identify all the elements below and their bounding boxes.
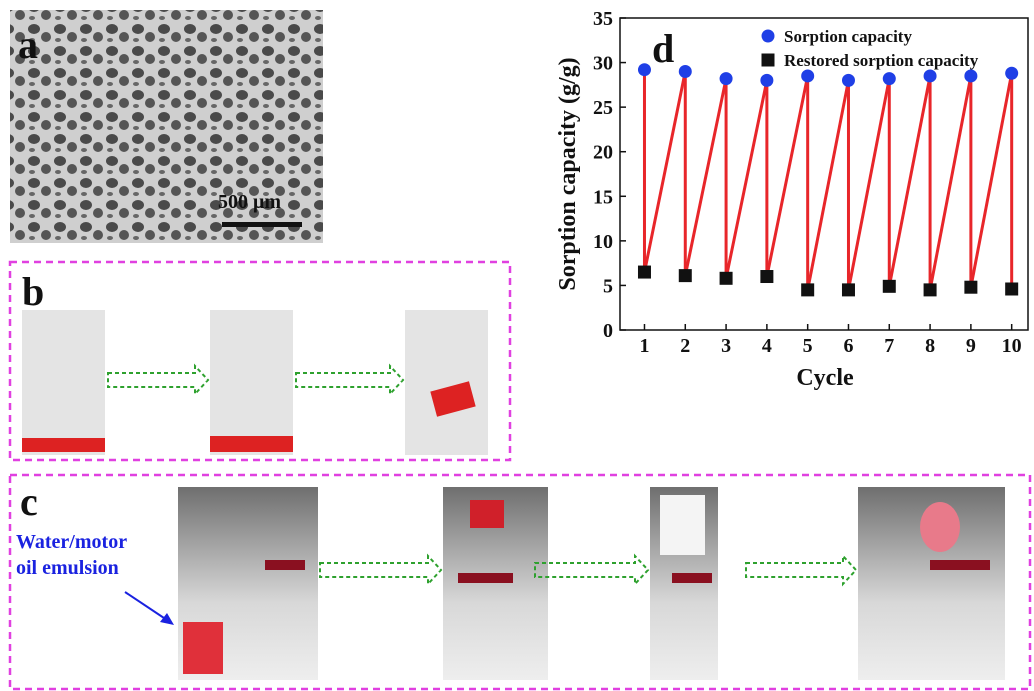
chart: d Cycle Sorption capacity (g/g) 05101520… xyxy=(555,8,1028,391)
point xyxy=(842,74,855,87)
y-axis-label: Sorption capacity (g/g) xyxy=(555,57,581,290)
panel-label: c xyxy=(20,479,38,524)
point xyxy=(679,269,692,282)
connector xyxy=(848,79,889,290)
point xyxy=(679,65,692,78)
point xyxy=(883,72,896,85)
photos xyxy=(178,487,1005,680)
point xyxy=(720,272,733,285)
point xyxy=(924,69,937,82)
scale-bar-label: 500 μm xyxy=(218,191,281,213)
y-tick-label: 30 xyxy=(593,53,613,75)
connector xyxy=(726,80,767,278)
point xyxy=(1005,282,1018,295)
x-tick-label: 9 xyxy=(966,335,976,357)
connector xyxy=(644,71,685,272)
point xyxy=(1005,67,1018,80)
x-tick-label: 7 xyxy=(884,335,894,357)
legend-marker xyxy=(762,30,775,43)
y-tick-label: 5 xyxy=(603,275,613,297)
y-tick-label: 15 xyxy=(593,186,613,208)
panel-label: b xyxy=(22,269,44,314)
y-tick-label: 20 xyxy=(593,142,613,164)
connector xyxy=(971,73,1012,287)
point xyxy=(638,63,651,76)
photos xyxy=(22,310,488,455)
x-tick-label: 10 xyxy=(1002,335,1022,357)
connector xyxy=(930,76,971,290)
connector xyxy=(889,76,930,286)
x-tick-label: 4 xyxy=(762,335,772,357)
arrow xyxy=(535,556,648,584)
point xyxy=(924,283,937,296)
x-tick-label: 8 xyxy=(925,335,935,357)
point xyxy=(883,280,896,293)
annotation: oil emulsion xyxy=(16,557,119,579)
x-axis-label: Cycle xyxy=(796,365,854,391)
point xyxy=(842,283,855,296)
y-tick-label: 35 xyxy=(593,8,613,30)
point xyxy=(801,69,814,82)
point xyxy=(964,69,977,82)
point xyxy=(720,72,733,85)
point xyxy=(760,74,773,87)
arrow xyxy=(296,366,403,394)
connector xyxy=(685,79,726,276)
y-tick-label: 25 xyxy=(593,97,613,119)
legend-marker xyxy=(762,54,775,67)
arrow xyxy=(108,366,208,394)
legend-label: Sorption capacity xyxy=(784,27,912,46)
connector xyxy=(808,80,849,289)
y-tick-label: 10 xyxy=(593,231,613,253)
annotation: Water/motor xyxy=(16,531,127,553)
panel-label: d xyxy=(652,26,674,71)
panel-label: a xyxy=(18,22,38,67)
figure: a 500 μm b c Water/motor oil emulsion d … xyxy=(0,0,1034,691)
point xyxy=(638,266,651,279)
x-tick-label: 5 xyxy=(803,335,813,357)
scale-bar xyxy=(222,222,302,227)
x-tick-label: 1 xyxy=(639,335,649,357)
legend-label: Restored sorption capacity xyxy=(784,51,979,70)
x-tick-label: 2 xyxy=(680,335,690,357)
point xyxy=(760,270,773,283)
x-tick-label: 3 xyxy=(721,335,731,357)
y-tick-label: 0 xyxy=(603,320,613,342)
arrow xyxy=(320,556,441,584)
pointer-head xyxy=(160,613,174,625)
arrow xyxy=(746,556,856,584)
point xyxy=(964,281,977,294)
point xyxy=(801,283,814,296)
pointer xyxy=(125,592,170,622)
x-tick-label: 6 xyxy=(843,335,853,357)
connector xyxy=(767,76,808,277)
